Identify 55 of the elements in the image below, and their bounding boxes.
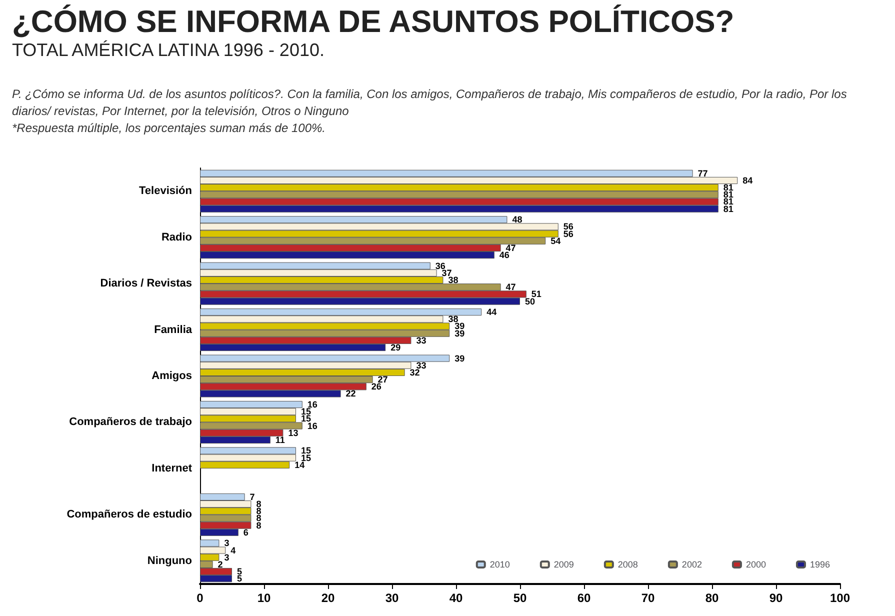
data-label: 46 <box>499 250 510 260</box>
y-tick-label: Ninguno <box>147 554 192 567</box>
data-label: 29 <box>390 342 401 352</box>
chart-title: ¿CÓMO SE INFORMA DE ASUNTOS POLÍTICOS? <box>12 4 734 40</box>
data-label: 84 <box>742 175 753 186</box>
y-tick-label: Amigos <box>152 370 192 382</box>
data-label: 11 <box>275 434 285 445</box>
data-label: 39 <box>454 353 465 364</box>
data-label: 3 <box>224 538 230 548</box>
x-tick-label: 60 <box>577 591 591 605</box>
data-label: 48 <box>512 214 522 225</box>
y-tick-label: Televisión <box>139 185 192 198</box>
data-label: 33 <box>416 335 426 346</box>
data-label: 2 <box>218 559 223 570</box>
data-label: 3 <box>224 552 230 562</box>
x-tick-label: 80 <box>705 591 719 605</box>
data-label: 33 <box>416 360 426 370</box>
data-label: 44 <box>486 307 497 318</box>
y-tick-label: Compañeros de trabajo <box>69 416 192 428</box>
text: *Respuesta múltiple, los porcentajes suman más de 100%. <box>12 120 326 137</box>
y-tick-label: Compañeros de estudio <box>66 508 192 521</box>
y-tick-label: Diarios / Revistas <box>100 278 192 290</box>
legend-label: 2009 <box>554 560 574 570</box>
data-label: 54 <box>550 236 561 246</box>
data-label: 36 <box>435 260 446 271</box>
data-label: 26 <box>371 382 382 392</box>
legend-label: 2008 <box>618 560 638 570</box>
data-label: 77 <box>698 168 708 178</box>
data-label: 6 <box>243 527 248 538</box>
x-tick-label: 50 <box>513 591 527 605</box>
data-label: 4 <box>230 545 236 556</box>
legend-label: 2010 <box>490 560 510 570</box>
data-label: 47 <box>506 242 516 253</box>
x-tick-label: 40 <box>449 591 463 605</box>
x-tick-label: 70 <box>641 591 655 605</box>
x-tick-label: 20 <box>321 591 335 605</box>
y-tick-label: Internet <box>152 462 192 474</box>
data-label: 38 <box>448 275 458 286</box>
legend-label: 2000 <box>746 560 766 570</box>
legend-label: 2002 <box>682 560 702 570</box>
y-tick-label: Radio <box>161 231 192 244</box>
legend-label: 1996 <box>810 560 830 570</box>
text: P. ¿Cómo se informa Ud. de los asuntos políticos?. Con la familia, Con los amigos, Compañeros de trabajo, Mis compañeros de estudio, Por la radio, Por los diarios/ revistas, Por Internet, por la televisión, Otros o Ninguno <box>12 86 848 120</box>
data-label: 13 <box>288 428 298 438</box>
data-label: 5 <box>237 574 242 584</box>
y-tick-label: Familia <box>154 324 193 336</box>
x-tick-label: 90 <box>769 591 783 605</box>
x-tick-label: 100 <box>830 591 850 605</box>
chart-subtitle: TOTAL AMÉRICA LATINA 1996 - 2010. <box>12 40 324 61</box>
x-tick-label: 30 <box>385 591 399 605</box>
x-tick-label: 10 <box>257 591 271 605</box>
x-tick-label: 0 <box>196 591 204 605</box>
data-label: 22 <box>346 388 356 399</box>
data-label: 47 <box>506 282 516 292</box>
data-label: 7 <box>250 492 255 502</box>
